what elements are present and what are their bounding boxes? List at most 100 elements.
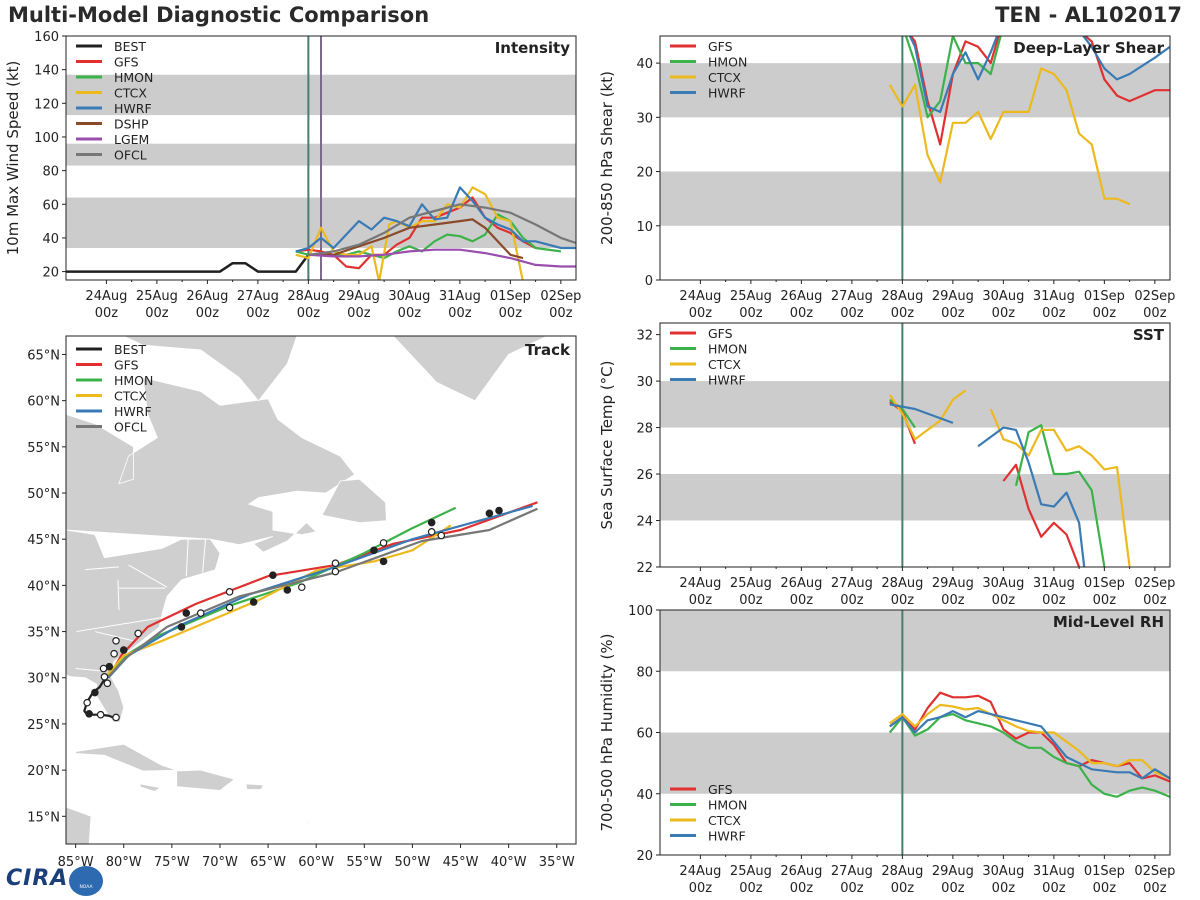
central-america-land (66, 755, 92, 844)
x-tick-label: 31Aug (1033, 576, 1075, 591)
series-line-best (66, 253, 321, 273)
lon-tick-label: 75°W (154, 855, 190, 870)
legend-label-ctcx: CTCX (114, 389, 147, 404)
greenland-land (392, 336, 548, 402)
panel-title: Deep-Layer Shear (1013, 39, 1164, 57)
x-tick-label: 00z (246, 306, 270, 321)
x-tick-label: 00z (790, 593, 814, 608)
series-line-dshp (308, 218, 524, 260)
baffin-land (123, 336, 298, 402)
legend-label-ofcl: OFCL (114, 148, 147, 163)
x-tick-label: 00z (1143, 306, 1167, 321)
x-tick-label: 00z (840, 881, 864, 896)
legend-label-hwrf: HWRF (114, 101, 152, 116)
state-border (117, 579, 120, 611)
x-tick-label: 00z (1042, 881, 1066, 896)
x-tick-label: 00z (1143, 881, 1167, 896)
y-tick-label: 100 (34, 131, 59, 146)
legend-label-hwrf: HWRF (114, 404, 152, 419)
series-line-hmon (904, 36, 1002, 119)
x-tick-label: 01Sep (1084, 289, 1125, 304)
y-tick-label: 160 (34, 30, 59, 45)
sst-panel: 22 24 26 28 30 32 24Aug 00z 25Aug 00z 26Aug 00z 27Au… (598, 322, 1175, 608)
track-marker (119, 646, 128, 654)
x-tick-label: 00z (549, 306, 573, 321)
x-tick-label: 25Aug (730, 576, 772, 591)
track-panel: 85°W 80°W 75°W 70°W 65°W 60°W 55°W 50°W 45°W 40°W… (27, 335, 577, 870)
x-tick-label: 29Aug (932, 864, 974, 879)
lon-tick-label: 50°W (394, 855, 430, 870)
y-tick-label: 140 (34, 64, 59, 79)
series-line-hmon (888, 712, 1170, 798)
y-tick-label: 30 (636, 375, 653, 390)
y-tick-label: 60 (636, 727, 653, 742)
track-marker (225, 603, 234, 612)
y-tick-label: 10 (636, 220, 653, 235)
y-tick-label: 100 (628, 604, 653, 619)
legend-label-hwrf: HWRF (708, 86, 746, 101)
lat-tick-label: 60°N (27, 395, 60, 410)
x-tick-label: 00z (992, 306, 1016, 321)
track-marker (283, 586, 292, 594)
x-tick-label: 00z (941, 593, 965, 608)
lat-tick-label: 45°N (27, 533, 60, 548)
lon-tick-label: 80°W (106, 855, 142, 870)
y-axis-label: 10m Max Wind Speed (kt) (4, 61, 22, 256)
y-axis-label: Sea Surface Temp (°C) (598, 360, 616, 529)
x-tick-label: 02Sep (1134, 864, 1175, 879)
x-tick-label: 29Aug (338, 289, 380, 304)
panel-title: Mid-Level RH (1053, 613, 1164, 631)
legend-label-hwrf: HWRF (708, 829, 746, 844)
x-tick-label: 00z (739, 306, 763, 321)
track-marker (437, 531, 446, 540)
x-tick-label: 24Aug (679, 289, 721, 304)
x-tick-label: 00z (941, 881, 965, 896)
state-border (76, 616, 168, 633)
x-tick-label: 00z (992, 593, 1016, 608)
x-tick-label: 00z (1093, 593, 1117, 608)
lon-tick-label: 65°W (250, 855, 286, 870)
x-tick-label: 00z (297, 306, 321, 321)
x-tick-label: 00z (840, 306, 864, 321)
series-line-hwrf (908, 36, 999, 114)
x-tick-label: 00z (790, 881, 814, 896)
x-tick-label: 26Aug (186, 289, 228, 304)
x-tick-label: 00z (145, 306, 169, 321)
track-marker (485, 509, 494, 518)
x-tick-label: 00z (739, 593, 763, 608)
x-tick-label: 00z (347, 306, 371, 321)
track-marker (177, 623, 186, 631)
lon-tick-label: 45°W (443, 855, 479, 870)
x-tick-label: 00z (891, 306, 915, 321)
track-marker (297, 583, 306, 592)
panel-title: SST (1133, 326, 1165, 344)
legend-label-hmon: HMON (114, 373, 153, 388)
plot-frame (65, 335, 577, 845)
series-line-hwrf (1081, 36, 1170, 81)
x-tick-label: 00z (689, 593, 713, 608)
series-line-ctcx (889, 703, 1170, 780)
track-marker (427, 518, 436, 527)
x-tick-label: 25Aug (730, 289, 772, 304)
x-tick-label: 00z (398, 306, 422, 321)
storm-id: TEN - AL102017 (995, 3, 1182, 27)
legend-label-gfs: GFS (708, 326, 733, 341)
lat-tick-label: 55°N (27, 441, 60, 456)
legend-label-hmon: HMON (708, 55, 747, 70)
x-tick-label: 00z (1143, 593, 1167, 608)
logo-text: CIRA (6, 866, 69, 891)
x-tick-label: 25Aug (730, 864, 772, 879)
lat-tick-label: 50°N (27, 487, 60, 502)
x-tick-label: 00z (196, 306, 220, 321)
track-marker (96, 710, 105, 719)
state-border (128, 564, 168, 588)
lat-tick-label: 65°N (27, 348, 60, 363)
series-line-hwrf (889, 403, 954, 424)
y-tick-label: 80 (636, 665, 653, 680)
x-tick-label: 24Aug (679, 576, 721, 591)
x-tick-label: 02Sep (1134, 576, 1175, 591)
y-tick-label: 120 (34, 97, 59, 112)
lon-tick-label: 35°W (539, 855, 575, 870)
track-marker (379, 539, 388, 547)
track-marker (103, 679, 112, 688)
